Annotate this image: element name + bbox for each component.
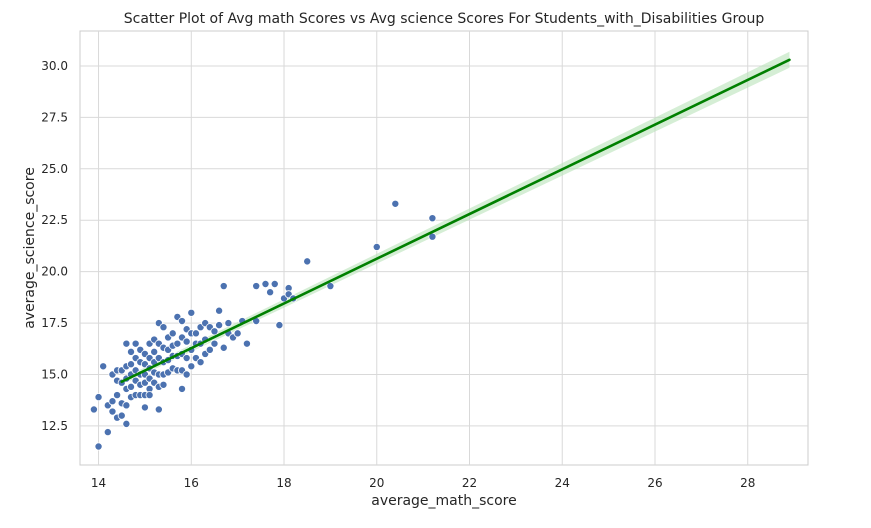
y-tick-label: 25.0: [41, 162, 68, 176]
data-point: [117, 411, 126, 420]
data-point: [224, 319, 233, 328]
data-point: [275, 321, 284, 330]
x-tick-label: 16: [184, 476, 199, 490]
grid: [80, 31, 808, 465]
data-point: [372, 242, 381, 251]
chart-title: Scatter Plot of Avg math Scores vs Avg s…: [124, 11, 765, 27]
y-tick-label: 15.0: [41, 367, 68, 381]
data-point: [131, 339, 140, 348]
data-points: [89, 199, 437, 451]
data-point: [159, 380, 168, 389]
x-tick-label: 24: [555, 476, 570, 490]
y-axis-label: average_science_score: [22, 167, 38, 329]
data-point: [303, 257, 312, 266]
data-point: [94, 442, 103, 451]
data-point: [122, 339, 131, 348]
data-point: [113, 391, 122, 400]
data-point: [150, 347, 159, 356]
y-tick-label: 30.0: [41, 59, 68, 73]
data-point: [108, 397, 117, 406]
data-point: [145, 391, 154, 400]
data-point: [108, 407, 117, 416]
data-point: [168, 329, 177, 338]
x-tick-label: 26: [647, 476, 662, 490]
data-point: [94, 393, 103, 402]
x-tick-label: 22: [462, 476, 477, 490]
x-tick-label: 28: [740, 476, 755, 490]
data-point: [140, 403, 149, 412]
regression-line-group: [120, 58, 791, 383]
data-point: [127, 347, 136, 356]
data-point: [428, 214, 437, 223]
data-point: [391, 199, 400, 208]
data-point: [127, 382, 136, 391]
data-point: [178, 384, 187, 393]
data-point: [182, 370, 191, 379]
data-point: [196, 358, 205, 367]
data-point: [187, 362, 196, 371]
data-point: [173, 339, 182, 348]
data-point: [242, 339, 251, 348]
data-point: [122, 419, 131, 428]
data-point: [159, 323, 168, 332]
y-tick-label: 12.5: [41, 419, 68, 433]
data-point: [215, 321, 224, 330]
regression-line: [120, 58, 791, 383]
data-point: [191, 329, 200, 338]
data-point: [210, 339, 219, 348]
data-point: [182, 354, 191, 363]
data-point: [103, 428, 112, 437]
y-tick-label: 17.5: [41, 316, 68, 330]
plot-area: [79, 30, 809, 466]
data-point: [219, 282, 228, 291]
data-point: [187, 308, 196, 317]
data-point: [99, 362, 108, 371]
data-point: [127, 360, 136, 369]
data-point: [270, 279, 279, 288]
data-point: [252, 282, 261, 291]
x-axis-label: average_math_score: [371, 493, 517, 509]
y-tick-label: 22.5: [41, 213, 68, 227]
data-point: [215, 306, 224, 315]
data-point: [178, 317, 187, 326]
y-axis-ticks: 12.5 15.0 17.5 20.0 22.5 25.0 27.5 30.0: [41, 59, 68, 433]
data-point: [233, 329, 242, 338]
data-point: [210, 327, 219, 336]
data-point: [89, 405, 98, 414]
data-point: [266, 288, 275, 297]
data-point: [261, 279, 270, 288]
data-point: [154, 405, 163, 414]
data-point: [205, 345, 214, 354]
x-axis-ticks: 14 16 18 20 22 24 26 28: [91, 476, 755, 490]
y-tick-label: 20.0: [41, 265, 68, 279]
x-tick-label: 14: [91, 476, 106, 490]
x-tick-label: 20: [369, 476, 384, 490]
data-point: [182, 337, 191, 346]
plot-frame: [79, 30, 809, 466]
data-point: [122, 401, 131, 410]
data-point: [219, 343, 228, 352]
y-tick-label: 27.5: [41, 110, 68, 124]
x-tick-label: 18: [276, 476, 291, 490]
